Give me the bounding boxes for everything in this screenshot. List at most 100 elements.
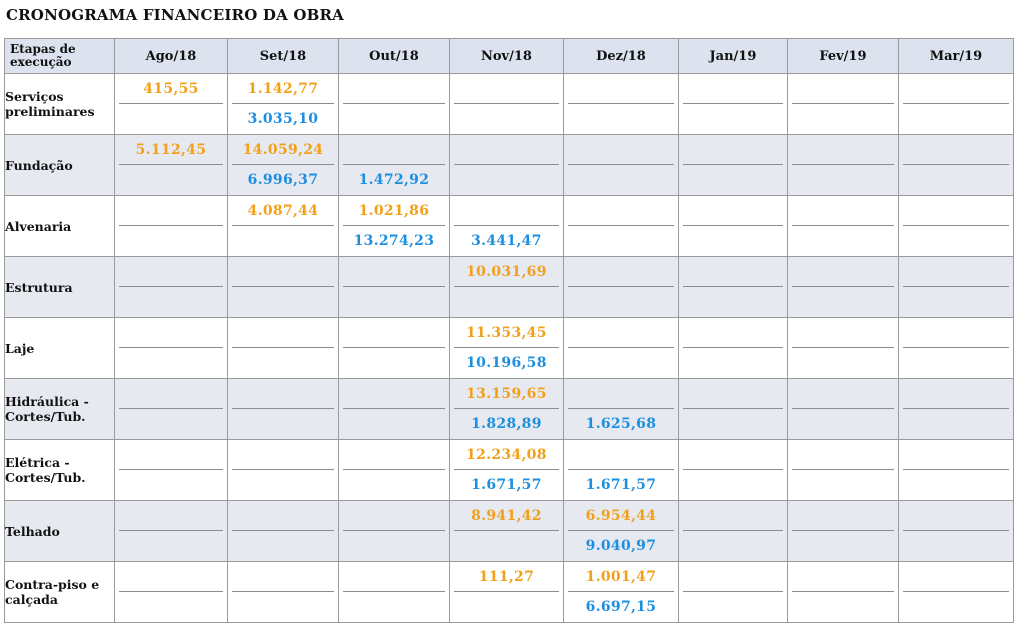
planned-value <box>231 257 334 287</box>
month-cell: 1.671,57 <box>562 439 679 501</box>
executed-value <box>568 287 674 316</box>
month-cell <box>337 500 450 562</box>
planned-value: 6.954,44 <box>567 501 674 531</box>
executed-value <box>232 226 334 255</box>
planned-value: 5.112,45 <box>118 135 223 165</box>
table-row: Contra-piso e calçada 111,27 1.001,47 6.697… <box>4 561 1015 623</box>
month-cell <box>897 561 1015 623</box>
executed-value <box>232 287 334 316</box>
executed-value <box>903 104 1009 133</box>
month-cell: 8.941,42 <box>448 500 564 562</box>
page-title: CRONOGRAMA FINANCEIRO DA OBRA <box>6 6 345 24</box>
month-cell <box>562 134 679 196</box>
executed-value <box>232 409 334 438</box>
executed-value <box>683 165 783 194</box>
month-cell: 1.472,92 <box>337 134 450 196</box>
month-cell: 10.031,69 <box>448 256 564 318</box>
executed-value: 1.625,68 <box>585 415 657 432</box>
planned-value: 8.941,42 <box>453 501 559 531</box>
month-cell <box>786 195 899 257</box>
executed-value: 1.671,57 <box>471 476 542 493</box>
month-cell <box>226 317 339 379</box>
month-cell <box>113 561 228 623</box>
month-cell: 111,27 <box>448 561 564 623</box>
month-header: Fev/19 <box>786 38 899 74</box>
planned-value <box>567 196 674 226</box>
planned-value <box>682 501 783 531</box>
executed-value <box>119 348 223 377</box>
planned-value <box>902 562 1009 592</box>
month-cell <box>448 73 564 135</box>
executed-value <box>119 592 223 621</box>
executed-value <box>119 287 223 316</box>
planned-value <box>453 196 559 226</box>
month-cell <box>677 256 788 318</box>
planned-value <box>902 135 1009 165</box>
executed-value <box>343 531 445 560</box>
month-header: Mar/19 <box>897 38 1015 74</box>
month-cell <box>226 500 339 562</box>
executed-value <box>792 226 894 255</box>
planned-value <box>231 501 334 531</box>
planned-value <box>682 196 783 226</box>
executed-value <box>232 592 334 621</box>
planned-value <box>791 562 894 592</box>
planned-value <box>682 135 783 165</box>
stage-label: Telhado <box>4 500 115 562</box>
month-cell: 3.441,47 <box>448 195 564 257</box>
executed-value <box>343 287 445 316</box>
table-row: Serviços preliminares 415,55 1.142,77 3.035… <box>4 73 1015 135</box>
month-cell <box>677 561 788 623</box>
executed-value <box>343 409 445 438</box>
planned-value: 1.142,77 <box>231 74 334 104</box>
executed-value <box>119 470 223 499</box>
executed-value: 1.472,92 <box>358 171 430 188</box>
stage-label: Contra-piso e calçada <box>4 561 115 623</box>
planned-value <box>682 74 783 104</box>
planned-value <box>231 440 334 470</box>
executed-value <box>903 226 1009 255</box>
executed-value <box>119 531 223 560</box>
planned-value: 14.059,24 <box>231 135 334 165</box>
planned-value <box>342 135 445 165</box>
month-cell <box>897 500 1015 562</box>
stage-label: Fundação <box>4 134 115 196</box>
planned-value <box>231 562 334 592</box>
month-cell <box>113 317 228 379</box>
month-cell <box>677 195 788 257</box>
executed-value <box>903 592 1009 621</box>
planned-value <box>902 318 1009 348</box>
table-row: Alvenaria 4.087,44 1.021,86 13.274,23 3.441,… <box>4 195 1015 257</box>
planned-value: 10.031,69 <box>453 257 559 287</box>
planned-value: 4.087,44 <box>231 196 334 226</box>
month-cell <box>897 73 1015 135</box>
planned-value <box>902 501 1009 531</box>
executed-value <box>343 470 445 499</box>
month-cell <box>897 317 1015 379</box>
executed-value <box>568 165 674 194</box>
month-cell <box>786 439 899 501</box>
executed-value <box>343 104 445 133</box>
planned-value <box>791 440 894 470</box>
month-header: Nov/18 <box>448 38 564 74</box>
planned-value <box>682 562 783 592</box>
month-cell <box>113 256 228 318</box>
executed-value <box>792 592 894 621</box>
executed-value <box>119 226 223 255</box>
executed-value <box>903 531 1009 560</box>
header-row: Etapas de execução Ago/18 Set/18 Out/18 … <box>4 38 1015 74</box>
planned-value <box>791 135 894 165</box>
month-header: Set/18 <box>226 38 339 74</box>
planned-value <box>118 196 223 226</box>
executed-value <box>792 104 894 133</box>
executed-value: 13.274,23 <box>353 232 435 249</box>
planned-value <box>342 257 445 287</box>
executed-value <box>454 287 559 316</box>
month-cell <box>897 378 1015 440</box>
month-header: Out/18 <box>337 38 450 74</box>
executed-value <box>568 348 674 377</box>
month-cell <box>337 439 450 501</box>
table-row: Telhado 8.941,42 6.954,44 9.040,97 <box>4 500 1015 562</box>
planned-value <box>682 440 783 470</box>
planned-value <box>567 135 674 165</box>
